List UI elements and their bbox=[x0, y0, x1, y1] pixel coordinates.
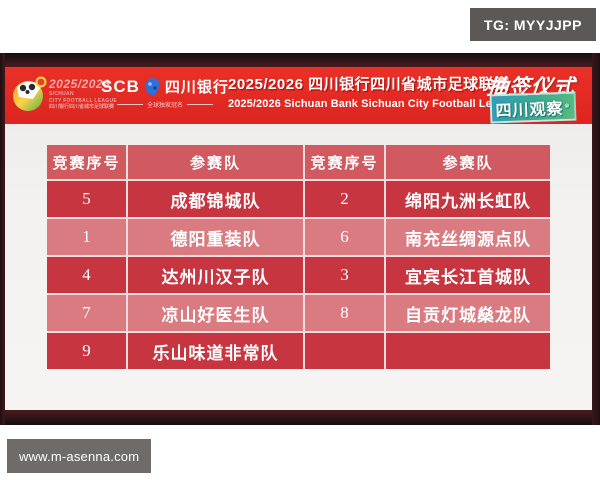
team-cell-empty bbox=[386, 333, 550, 369]
league-header-band: 2025/2026 SICHUAN CITY FOOTBALL LEAGUE 四… bbox=[5, 67, 592, 124]
league-title: 2025/2026 四川银行四川省城市足球联赛 2025/2026 Sichua… bbox=[228, 76, 518, 112]
league-mascot-icon bbox=[13, 76, 47, 111]
screen-inner: 2025/2026 SICHUAN CITY FOOTBALL LEAGUE 四… bbox=[5, 53, 592, 425]
sponsor-name: 四川银行 bbox=[164, 79, 229, 96]
col-header-team-left: 参赛队 bbox=[128, 145, 303, 179]
seq-cell-empty bbox=[305, 333, 384, 369]
team-cell: 乐山味道非常队 bbox=[128, 333, 303, 369]
team-cell: 宜宾长江首城队 bbox=[386, 257, 550, 293]
seq-cell: 3 bbox=[305, 257, 384, 293]
seq-cell: 8 bbox=[305, 295, 384, 331]
tagline-rule-left bbox=[116, 104, 143, 105]
tagline-rule-right bbox=[186, 104, 213, 105]
team-cell: 自贡灯城燊龙队 bbox=[386, 295, 550, 331]
league-logo-sub3: 四川银行四川省城市足球联赛 bbox=[49, 104, 115, 110]
channel-watermark-logo: 四川观察 ※ bbox=[489, 91, 577, 124]
team-cell: 绵阳九洲长虹队 bbox=[386, 181, 550, 217]
col-header-team-right: 参赛队 bbox=[386, 145, 550, 179]
telegram-watermark-badge: TG: MYYJJPP bbox=[469, 8, 596, 41]
screen-bottom-edge bbox=[5, 410, 592, 425]
seq-cell: 1 bbox=[47, 219, 126, 255]
team-cell: 南充丝绸源点队 bbox=[386, 219, 550, 255]
sponsor-lockup: SCB 四川银行 全球独家冠名 bbox=[101, 76, 229, 110]
team-cell: 成都锦城队 bbox=[128, 181, 303, 217]
league-title-en: 2025/2026 Sichuan Bank Sichuan City Foot… bbox=[228, 97, 518, 110]
league-logo-sub1: SICHUAN bbox=[49, 91, 74, 97]
channel-logo-text: 四川观察 bbox=[495, 100, 564, 120]
league-logo-text: 2025/2026 SICHUAN CITY FOOTBALL LEAGUE 四… bbox=[49, 78, 117, 110]
sponsor-tagline: 全球独家冠名 bbox=[101, 100, 229, 109]
seq-cell: 6 bbox=[305, 219, 384, 255]
team-cell: 凉山好医生队 bbox=[128, 295, 303, 331]
seq-cell: 7 bbox=[47, 295, 126, 331]
panda-splash-icon bbox=[145, 78, 160, 96]
draw-results-table: 竞赛序号 参赛队 竞赛序号 参赛队 5 成都锦城队 2 绵阳九洲长虹队 1 德阳… bbox=[47, 145, 550, 369]
website-watermark-badge: www.m-asenna.com bbox=[7, 439, 152, 473]
sponsor-abbr: SCB bbox=[101, 76, 140, 96]
league-logo-sub2: CITY FOOTBALL LEAGUE bbox=[49, 98, 118, 104]
stage-content: 竞赛序号 参赛队 竞赛序号 参赛队 5 成都锦城队 2 绵阳九洲长虹队 1 德阳… bbox=[5, 124, 592, 410]
col-header-seq-left: 竞赛序号 bbox=[47, 145, 126, 179]
channel-logo-mark: ※ bbox=[564, 103, 571, 110]
seq-cell: 2 bbox=[305, 181, 384, 217]
seq-cell: 4 bbox=[47, 257, 126, 293]
sponsor-tagline-text: 全球独家冠名 bbox=[146, 103, 183, 109]
broadcast-screen: 2025/2026 SICHUAN CITY FOOTBALL LEAGUE 四… bbox=[0, 53, 600, 425]
seq-cell: 5 bbox=[47, 181, 126, 217]
seq-cell: 9 bbox=[47, 333, 126, 369]
col-header-seq-right: 竞赛序号 bbox=[305, 145, 384, 179]
screen-top-edge bbox=[5, 53, 592, 67]
team-cell: 达州川汉子队 bbox=[128, 257, 303, 293]
league-logo-years: 2025/2026 bbox=[49, 77, 111, 91]
league-title-cn: 2025/2026 四川银行四川省城市足球联赛 bbox=[228, 76, 510, 93]
team-cell: 德阳重装队 bbox=[128, 219, 303, 255]
